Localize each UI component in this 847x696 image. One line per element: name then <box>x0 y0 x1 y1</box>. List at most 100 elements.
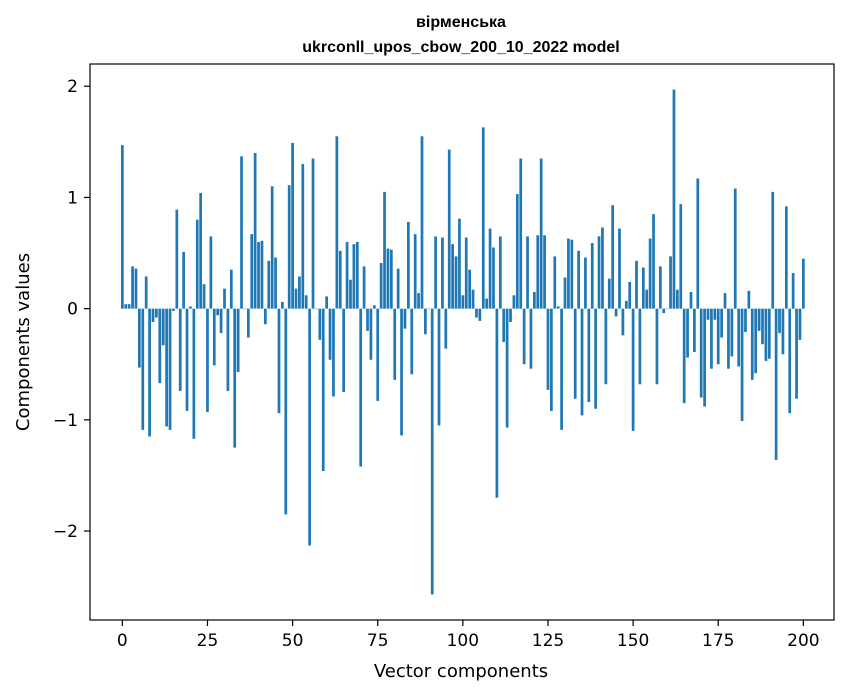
bar <box>240 156 243 309</box>
bar <box>355 241 359 309</box>
bar <box>216 308 220 316</box>
bar <box>219 308 223 334</box>
bar <box>281 301 284 309</box>
y-tick-label: 0 <box>67 300 78 320</box>
bar <box>710 308 713 369</box>
x-tick-label: 125 <box>532 631 564 651</box>
x-tick-label: 200 <box>787 631 819 651</box>
bar <box>407 221 410 309</box>
x-tick-label: 150 <box>617 631 649 651</box>
bar <box>764 308 768 361</box>
bar <box>298 276 301 309</box>
bar <box>488 228 492 309</box>
bar <box>757 308 761 331</box>
bar <box>502 308 506 342</box>
bar <box>403 308 407 329</box>
bar <box>396 268 400 309</box>
bar <box>447 149 451 309</box>
bar <box>475 308 478 318</box>
bar <box>226 308 230 391</box>
bar <box>505 308 509 428</box>
bar <box>185 308 189 411</box>
bar <box>648 238 652 309</box>
bar <box>468 269 472 309</box>
bar <box>284 308 288 515</box>
bar <box>767 308 771 359</box>
bar <box>229 269 233 309</box>
bar <box>604 308 608 385</box>
bar <box>737 308 741 367</box>
y-axis-label: Components values <box>13 253 34 431</box>
bar <box>233 308 237 448</box>
bar <box>165 308 168 427</box>
bar <box>526 236 529 309</box>
bar <box>539 158 543 309</box>
chart-title-line-1: вірменська <box>416 14 506 31</box>
bar <box>195 219 199 309</box>
bar <box>304 295 308 309</box>
bar <box>788 308 792 414</box>
bar <box>672 89 676 309</box>
bar <box>369 308 373 360</box>
y-tick-label: −1 <box>53 411 78 431</box>
bar <box>584 257 587 309</box>
bar <box>246 308 250 338</box>
bar <box>437 308 441 426</box>
bar <box>138 308 141 368</box>
bar <box>577 250 580 309</box>
bar <box>703 308 706 407</box>
bar <box>264 308 267 325</box>
bar <box>250 234 254 309</box>
bar <box>444 308 448 349</box>
bar <box>801 258 805 309</box>
bar <box>781 308 785 355</box>
y-tick-label: 1 <box>67 188 78 208</box>
bar <box>338 250 342 309</box>
bar <box>560 308 563 430</box>
bar <box>311 158 315 309</box>
bar <box>696 178 700 309</box>
bar <box>458 218 461 309</box>
bar <box>301 164 305 309</box>
plot-frame <box>89 63 835 621</box>
bar <box>529 308 533 369</box>
bar <box>645 289 649 309</box>
bar <box>795 308 798 399</box>
bar <box>658 266 662 309</box>
bar <box>393 308 397 380</box>
bar <box>144 276 148 309</box>
bar <box>400 308 403 436</box>
bar <box>294 288 298 309</box>
bar <box>618 228 621 309</box>
bar <box>328 308 332 360</box>
bar <box>379 263 383 309</box>
bar <box>223 288 226 309</box>
bar <box>349 279 352 309</box>
bar <box>321 308 325 471</box>
bar <box>676 289 679 309</box>
bar <box>628 281 632 309</box>
bar <box>563 277 567 309</box>
bar <box>352 244 356 309</box>
bar <box>621 308 625 336</box>
bar <box>498 236 502 309</box>
bar <box>192 308 196 439</box>
bar <box>570 239 574 309</box>
bar <box>536 235 540 309</box>
bar <box>325 296 329 309</box>
bar <box>175 209 179 309</box>
bar <box>274 257 277 309</box>
bar <box>209 236 213 309</box>
bar <box>747 290 751 309</box>
y-axis-ticks: −2 −1 0 1 2 <box>53 77 90 542</box>
bar <box>791 273 795 309</box>
bar <box>587 308 591 403</box>
bar <box>332 308 335 397</box>
bar <box>342 308 346 393</box>
bar <box>686 308 689 358</box>
bar <box>434 236 437 309</box>
bar <box>478 308 482 321</box>
bar <box>754 308 758 374</box>
bar <box>550 308 553 411</box>
